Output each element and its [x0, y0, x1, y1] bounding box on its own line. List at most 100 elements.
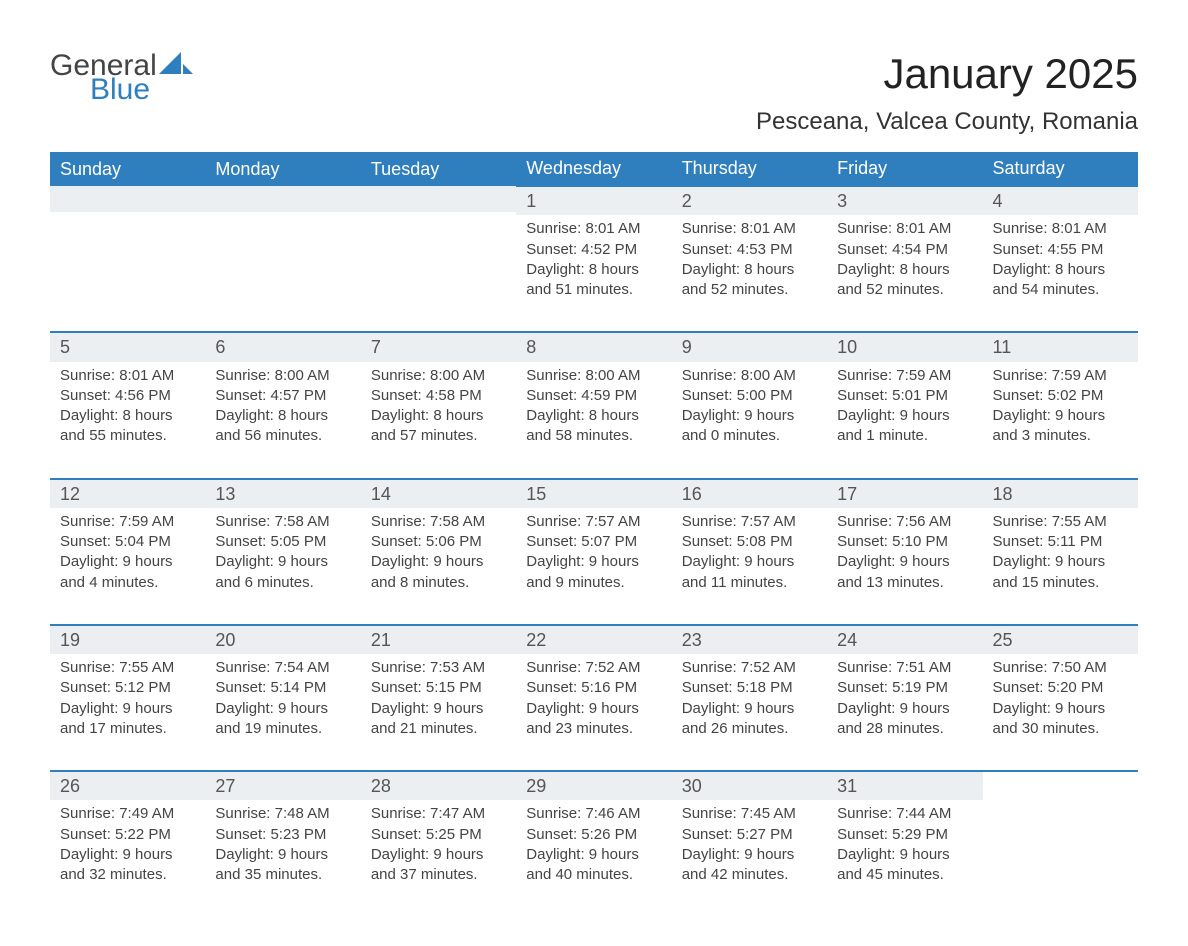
daylight-text: Daylight: 9 hours [837, 845, 972, 865]
calendar-row: 26Sunrise: 7:49 AMSunset: 5:22 PMDayligh… [50, 771, 1138, 916]
day-body: Sunrise: 8:01 AMSunset: 4:54 PMDaylight:… [827, 215, 982, 331]
daylight-text: and 40 minutes. [526, 865, 661, 885]
day-cell: 20Sunrise: 7:54 AMSunset: 5:14 PMDayligh… [205, 625, 360, 771]
daylight-text: and 45 minutes. [837, 865, 972, 885]
sunset-text: Sunset: 5:06 PM [371, 532, 506, 552]
day-cell: 13Sunrise: 7:58 AMSunset: 5:05 PMDayligh… [205, 479, 360, 625]
sunset-text: Sunset: 5:10 PM [837, 532, 972, 552]
daylight-text: Daylight: 9 hours [682, 552, 817, 572]
day-number: 4 [983, 187, 1138, 215]
day-number: 14 [361, 480, 516, 508]
sunrise-text: Sunrise: 7:57 AM [682, 512, 817, 532]
logo: General Blue [50, 50, 193, 105]
daylight-text: Daylight: 8 hours [526, 406, 661, 426]
sunset-text: Sunset: 5:02 PM [993, 386, 1128, 406]
day-cell: 29Sunrise: 7:46 AMSunset: 5:26 PMDayligh… [516, 771, 671, 916]
sunset-text: Sunset: 5:07 PM [526, 532, 661, 552]
day-number: 19 [50, 626, 205, 654]
sunset-text: Sunset: 5:22 PM [60, 825, 195, 845]
daylight-text: Daylight: 9 hours [526, 552, 661, 572]
day-cell: 14Sunrise: 7:58 AMSunset: 5:06 PMDayligh… [361, 479, 516, 625]
day-number: 1 [516, 187, 671, 215]
sunrise-text: Sunrise: 7:49 AM [60, 804, 195, 824]
empty-body [361, 212, 516, 328]
day-cell: 9Sunrise: 8:00 AMSunset: 5:00 PMDaylight… [672, 332, 827, 478]
sunrise-text: Sunrise: 7:45 AM [682, 804, 817, 824]
day-body: Sunrise: 7:55 AMSunset: 5:12 PMDaylight:… [50, 654, 205, 770]
daylight-text: Daylight: 9 hours [215, 699, 350, 719]
sunset-text: Sunset: 5:27 PM [682, 825, 817, 845]
daylight-text: and 3 minutes. [993, 426, 1128, 446]
day-cell: 1Sunrise: 8:01 AMSunset: 4:52 PMDaylight… [516, 186, 671, 332]
title-block: January 2025 Pesceana, Valcea County, Ro… [756, 50, 1138, 152]
sunrise-text: Sunrise: 7:58 AM [215, 512, 350, 532]
day-body: Sunrise: 7:57 AMSunset: 5:07 PMDaylight:… [516, 508, 671, 624]
sunset-text: Sunset: 5:16 PM [526, 678, 661, 698]
day-cell: 16Sunrise: 7:57 AMSunset: 5:08 PMDayligh… [672, 479, 827, 625]
sunrise-text: Sunrise: 7:48 AM [215, 804, 350, 824]
empty-head [361, 186, 516, 212]
calendar-row: 5Sunrise: 8:01 AMSunset: 4:56 PMDaylight… [50, 332, 1138, 478]
day-body: Sunrise: 7:57 AMSunset: 5:08 PMDaylight:… [672, 508, 827, 624]
day-body: Sunrise: 8:00 AMSunset: 4:59 PMDaylight:… [516, 362, 671, 478]
empty-body [50, 212, 205, 328]
day-number: 16 [672, 480, 827, 508]
day-cell: 5Sunrise: 8:01 AMSunset: 4:56 PMDaylight… [50, 332, 205, 478]
day-number: 31 [827, 772, 982, 800]
calendar-row: 12Sunrise: 7:59 AMSunset: 5:04 PMDayligh… [50, 479, 1138, 625]
day-cell: 10Sunrise: 7:59 AMSunset: 5:01 PMDayligh… [827, 332, 982, 478]
sunrise-text: Sunrise: 7:50 AM [993, 658, 1128, 678]
empty-cell [205, 186, 360, 332]
sunset-text: Sunset: 5:20 PM [993, 678, 1128, 698]
daylight-text: Daylight: 9 hours [682, 845, 817, 865]
calendar-body: 1Sunrise: 8:01 AMSunset: 4:52 PMDaylight… [50, 186, 1138, 916]
day-cell: 6Sunrise: 8:00 AMSunset: 4:57 PMDaylight… [205, 332, 360, 478]
day-cell: 19Sunrise: 7:55 AMSunset: 5:12 PMDayligh… [50, 625, 205, 771]
daylight-text: and 4 minutes. [60, 573, 195, 593]
sunrise-text: Sunrise: 7:58 AM [371, 512, 506, 532]
daylight-text: and 28 minutes. [837, 719, 972, 739]
daylight-text: and 32 minutes. [60, 865, 195, 885]
day-body: Sunrise: 7:49 AMSunset: 5:22 PMDaylight:… [50, 800, 205, 916]
day-body: Sunrise: 7:59 AMSunset: 5:04 PMDaylight:… [50, 508, 205, 624]
sunset-text: Sunset: 5:11 PM [993, 532, 1128, 552]
sunset-text: Sunset: 4:54 PM [837, 240, 972, 260]
day-body: Sunrise: 7:52 AMSunset: 5:16 PMDaylight:… [516, 654, 671, 770]
day-body: Sunrise: 7:59 AMSunset: 5:01 PMDaylight:… [827, 362, 982, 478]
daylight-text: and 21 minutes. [371, 719, 506, 739]
logo-sail-icon [159, 50, 193, 81]
empty-cell [361, 186, 516, 332]
sunrise-text: Sunrise: 7:54 AM [215, 658, 350, 678]
calendar-row: 1 Sunrise: 8:01 AM Sunset: 4:52 PMDaylight… [50, 186, 1138, 332]
page: General Blue January 2025 Pesceana, Valc… [0, 0, 1188, 946]
sunrise-text: Sunrise: 7:59 AM [993, 366, 1128, 386]
day-body: Sunrise: 7:54 AMSunset: 5:14 PMDaylight:… [205, 654, 360, 770]
sunrise-text: Sunrise: 8:01 AM [837, 219, 972, 239]
empty-head [205, 186, 360, 212]
daylight-text: and 15 minutes. [993, 573, 1128, 593]
weekday-header: Friday [827, 152, 982, 186]
daylight-text: Daylight: 8 hours [526, 260, 661, 280]
sunrise-text: Sunrise: 7:47 AM [371, 804, 506, 824]
day-cell: 22Sunrise: 7:52 AMSunset: 5:16 PMDayligh… [516, 625, 671, 771]
day-body: Sunrise: 7:58 AMSunset: 5:05 PMDaylight:… [205, 508, 360, 624]
daylight-text: and 1 minute. [837, 426, 972, 446]
daylight-text: Daylight: 9 hours [837, 406, 972, 426]
day-number: 6 [205, 333, 360, 361]
day-body: Sunrise: 7:59 AMSunset: 5:02 PMDaylight:… [983, 362, 1138, 478]
daylight-text: and 8 minutes. [371, 573, 506, 593]
daylight-text: and 35 minutes. [215, 865, 350, 885]
weekday-header: Tuesday [361, 152, 516, 186]
empty-body [205, 212, 360, 328]
day-number: 28 [361, 772, 516, 800]
day-number: 23 [672, 626, 827, 654]
sunset-text: Sunset: 4:52 PM [526, 240, 661, 260]
daylight-text: Daylight: 9 hours [682, 406, 817, 426]
empty-cell [983, 771, 1138, 916]
daylight-text: and 51 minutes. [526, 280, 661, 300]
sunrise-text: Sunrise: 7:52 AM [526, 658, 661, 678]
day-number: 18 [983, 480, 1138, 508]
day-number: 29 [516, 772, 671, 800]
sunset-text: Sunset: 4:58 PM [371, 386, 506, 406]
daylight-text: Daylight: 9 hours [837, 699, 972, 719]
